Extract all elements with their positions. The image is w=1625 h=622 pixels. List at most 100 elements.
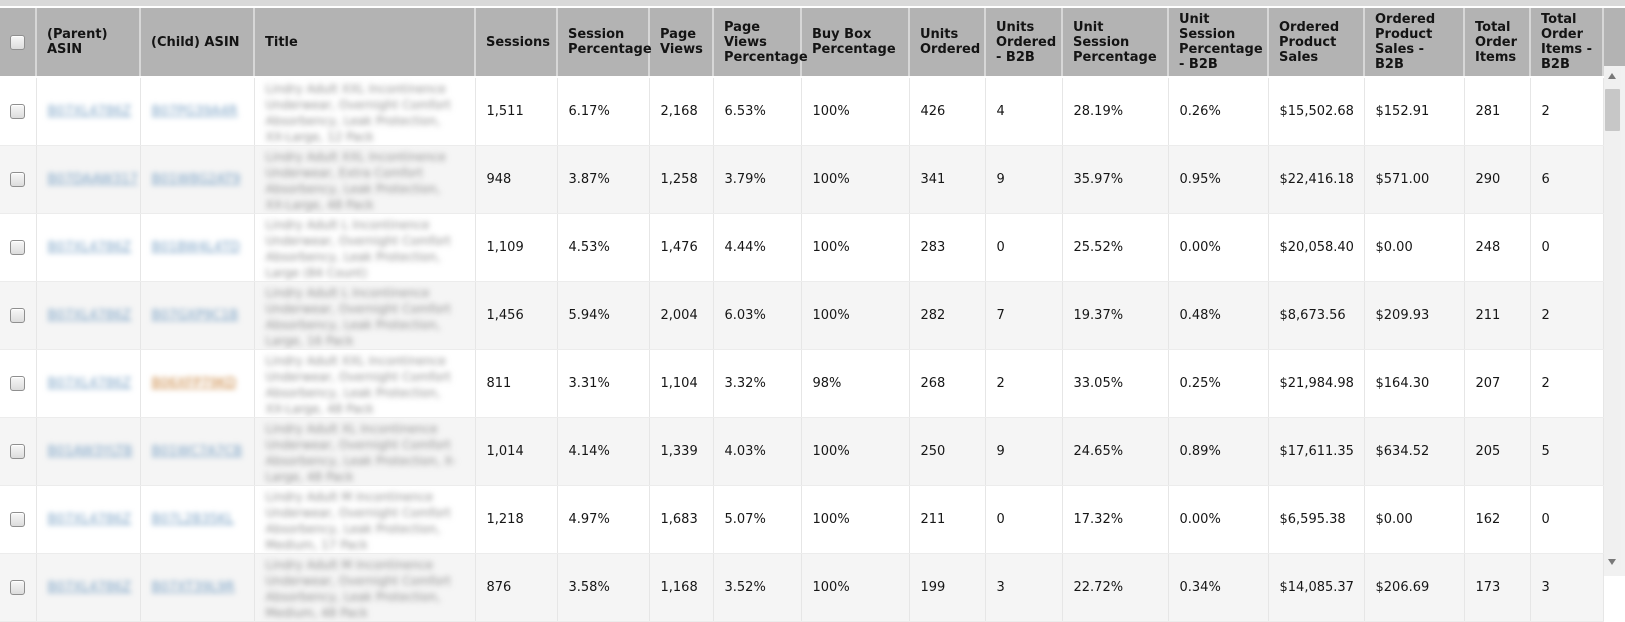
cell-sessions: 1,109	[475, 213, 558, 282]
parent-asin-link[interactable]: B07XL4786Z	[47, 512, 132, 527]
col-header-ordered_product_sales_b2b: Ordered Product Sales - B2B	[1364, 8, 1465, 78]
product-title-text: Lindry Adult L Incontinence Underwear, O…	[265, 218, 451, 280]
cell-units_ordered_b2b: 0	[985, 485, 1063, 554]
cell-child-asin: B07PG39A4R	[140, 77, 255, 146]
cell-title: Lindry Adult M Incontinence Underwear, O…	[254, 485, 476, 554]
product-title-text: Lindry Adult M Incontinence Underwear, O…	[265, 558, 451, 620]
row-checkbox[interactable]	[10, 172, 26, 187]
child-asin-link[interactable]: B01WC7A7CB	[151, 444, 243, 459]
parent-asin-link[interactable]: B07XL4786Z	[47, 376, 132, 391]
col-header-session_percentage: Session Percentage	[557, 8, 652, 78]
cell-ordered_product_sales_b2b: $164.30	[1364, 349, 1465, 418]
vertical-scrollbar[interactable]	[1604, 68, 1621, 570]
cell-ordered_product_sales_b2b: $571.00	[1364, 145, 1465, 214]
cell-session_percentage: 4.14%	[557, 417, 650, 486]
child-asin-link[interactable]: B07L2B35KL	[151, 512, 234, 527]
product-title-text: Lindry Adult XL Incontinence Underwear, …	[265, 422, 457, 484]
child-asin-link[interactable]: B01W8G2AT9	[151, 172, 241, 187]
row-checkbox[interactable]	[10, 512, 26, 527]
cell-sessions: 1,014	[475, 417, 558, 486]
child-asin-link[interactable]: B07PG39A4R	[151, 104, 238, 119]
cell-buy_box_percentage: 98%	[801, 349, 910, 418]
col-header-title: Title	[254, 8, 476, 78]
cell-unit_session_percentage_b2b: 0.00%	[1168, 485, 1269, 554]
cell-child-asin: B07GXP9C1B	[140, 281, 255, 350]
scrollbar-thumb[interactable]	[1605, 89, 1620, 131]
parent-asin-link[interactable]: B01AW3YLTB	[47, 444, 133, 459]
cell-session_percentage: 3.87%	[557, 145, 650, 214]
product-title-text: Lindry Adult L Incontinence Underwear, O…	[265, 286, 451, 348]
row-checkbox[interactable]	[10, 308, 26, 323]
cell-units_ordered_b2b: 0	[985, 213, 1063, 282]
cell-unit_session_percentage: 22.72%	[1062, 553, 1169, 622]
cell-page_views_percentage: 5.07%	[713, 485, 802, 554]
cell-unit_session_percentage_b2b: 0.89%	[1168, 417, 1269, 486]
child-asin-link[interactable]: B07XT39L9R	[151, 580, 235, 595]
cell-child-asin: B01WC7A7CB	[140, 417, 255, 486]
cell-ordered_product_sales: $21,984.98	[1268, 349, 1365, 418]
cell-select	[0, 213, 37, 282]
cell-buy_box_percentage: 100%	[801, 553, 910, 622]
cell-buy_box_percentage: 100%	[801, 417, 910, 486]
cell-select	[0, 77, 37, 146]
header-row: (Parent) ASIN (Child) ASIN Title Sessions Se…	[0, 8, 1604, 78]
scrollbar-up-button[interactable]	[1604, 68, 1621, 85]
cell-page_views_percentage: 4.03%	[713, 417, 802, 486]
parent-asin-link[interactable]: B07XL4786Z	[47, 308, 132, 323]
table-row: B07XL4786Z B07XT39L9R Lindry Adult M Incon…	[0, 553, 1604, 622]
cell-page_views: 1,476	[649, 213, 714, 282]
cell-units_ordered: 426	[909, 77, 986, 146]
cell-child-asin: B01W8G2AT9	[140, 145, 255, 214]
parent-asin-link[interactable]: B07DAAW317	[47, 172, 138, 187]
cell-page_views: 1,339	[649, 417, 714, 486]
product-title-text: Lindry Adult XXL Incontinence Underwear,…	[265, 150, 446, 212]
table-row: B07XL4786Z B07PG39A4R Lindry Adult XXL Inc…	[0, 77, 1604, 146]
table-row: B01AW3YLTB B01WC7A7CB Lindry Adult XL Inco…	[0, 417, 1604, 486]
scroll-up-icon	[1608, 73, 1616, 79]
cell-ordered_product_sales_b2b: $634.52	[1364, 417, 1465, 486]
scroll-down-icon	[1608, 559, 1616, 565]
cell-total_order_items_b2b: 3	[1530, 553, 1604, 622]
table-body: B07XL4786Z B07PG39A4R Lindry Adult XXL Inc…	[0, 77, 1604, 622]
cell-unit_session_percentage: 24.65%	[1062, 417, 1169, 486]
cell-session_percentage: 3.31%	[557, 349, 650, 418]
cell-total_order_items_b2b: 2	[1530, 349, 1604, 418]
row-checkbox[interactable]	[10, 240, 26, 255]
parent-asin-link[interactable]: B07XL4786Z	[47, 240, 132, 255]
col-header-page_views: Page Views	[649, 8, 714, 78]
table-row: B07XL4786Z B07L2B35KL Lindry Adult M Incon…	[0, 485, 1604, 554]
parent-asin-link[interactable]: B07XL4786Z	[47, 104, 132, 119]
col-header-unit_session_percentage: Unit Session Percentage	[1062, 8, 1169, 78]
col-header-ordered_product_sales: Ordered Product Sales	[1268, 8, 1365, 78]
cell-sessions: 876	[475, 553, 558, 622]
cell-ordered_product_sales: $14,085.37	[1268, 553, 1365, 622]
scrollbar-down-button[interactable]	[1604, 553, 1621, 570]
cell-buy_box_percentage: 100%	[801, 485, 910, 554]
select-all-checkbox[interactable]	[10, 34, 25, 50]
cell-select	[0, 417, 37, 486]
cell-ordered_product_sales: $22,416.18	[1268, 145, 1365, 214]
col-header-sessions: Sessions	[475, 8, 558, 78]
cell-page_views_percentage: 6.53%	[713, 77, 802, 146]
cell-sessions: 811	[475, 349, 558, 418]
row-checkbox[interactable]	[10, 580, 26, 595]
row-checkbox[interactable]	[10, 104, 26, 119]
child-asin-link[interactable]: B06XFP79KD	[151, 376, 237, 391]
cell-session_percentage: 3.58%	[557, 553, 650, 622]
child-asin-link[interactable]: B01BW4L4TD	[151, 240, 241, 255]
row-checkbox[interactable]	[10, 444, 26, 459]
col-header-total_order_items_b2b: Total Order Items - B2B	[1530, 8, 1604, 78]
child-asin-link[interactable]: B07GXP9C1B	[151, 308, 239, 323]
col-header-units_ordered_b2b: Units Ordered - B2B	[985, 8, 1063, 78]
cell-buy_box_percentage: 100%	[801, 77, 910, 146]
row-checkbox[interactable]	[10, 376, 26, 391]
parent-asin-link[interactable]: B07XL4786Z	[47, 580, 132, 595]
cell-units_ordered_b2b: 7	[985, 281, 1063, 350]
cell-units_ordered_b2b: 3	[985, 553, 1063, 622]
cell-sessions: 1,456	[475, 281, 558, 350]
cell-ordered_product_sales: $6,595.38	[1268, 485, 1365, 554]
cell-total_order_items: 281	[1464, 77, 1531, 146]
cell-total_order_items_b2b: 0	[1530, 485, 1604, 554]
cell-unit_session_percentage_b2b: 0.00%	[1168, 213, 1269, 282]
table-header: (Parent) ASIN (Child) ASIN Title Sessions Se…	[0, 8, 1604, 78]
